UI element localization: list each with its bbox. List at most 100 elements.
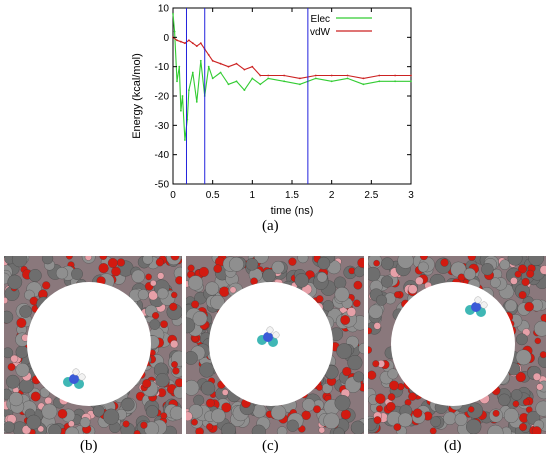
data-point-elec xyxy=(235,80,238,83)
wall-atom xyxy=(368,370,377,380)
legend: Elec vdW xyxy=(310,14,372,38)
data-point-elec xyxy=(267,77,270,80)
pore-channel xyxy=(27,282,151,406)
wall-atom xyxy=(4,421,15,433)
wall-atom xyxy=(4,297,8,304)
data-point-elec xyxy=(181,95,184,97)
wall-atom xyxy=(467,256,476,261)
data-point-elec xyxy=(180,109,182,112)
wall-atom xyxy=(522,398,530,406)
wall-atom xyxy=(318,426,326,434)
wall-atom xyxy=(145,405,159,418)
wall-atom xyxy=(380,275,394,288)
wall-atom xyxy=(170,340,179,349)
wall-atom xyxy=(160,320,168,329)
wall-atom xyxy=(66,256,73,260)
caption-b: (b) xyxy=(80,438,98,454)
wall-atom xyxy=(68,420,75,428)
wall-atom xyxy=(121,397,135,412)
wall-atom xyxy=(191,300,200,309)
wall-atom xyxy=(515,371,526,383)
data-point-elec xyxy=(251,77,254,80)
wall-atom xyxy=(64,426,80,434)
data-point-elec xyxy=(259,83,262,86)
wall-atom xyxy=(156,287,169,300)
wall-atom xyxy=(487,424,504,434)
wall-atom xyxy=(526,269,535,278)
wall-atom xyxy=(466,419,482,434)
wall-atom xyxy=(368,266,381,282)
wall-atom xyxy=(415,276,424,286)
data-point-elec xyxy=(314,77,317,80)
data-point-elec xyxy=(410,80,412,83)
wall-atom xyxy=(468,406,475,413)
wall-atom xyxy=(30,391,41,402)
wall-atom xyxy=(397,256,414,269)
wall-atom xyxy=(533,320,546,337)
wall-atom xyxy=(9,392,24,407)
wall-atom xyxy=(373,322,381,330)
guest-atom xyxy=(266,326,274,334)
wall-atom xyxy=(353,299,361,308)
wall-atom xyxy=(42,256,54,265)
wall-atom xyxy=(155,258,164,267)
data-point-vdw xyxy=(235,62,238,65)
wall-atom xyxy=(4,310,14,324)
wall-atom xyxy=(186,317,196,334)
data-point-elec xyxy=(227,83,230,86)
data-point-elec xyxy=(394,80,396,83)
wall-atom xyxy=(169,302,178,311)
guest-atom xyxy=(480,301,488,309)
guest-atom xyxy=(69,374,79,384)
snapshot-image-d xyxy=(368,256,546,434)
wall-atom xyxy=(387,368,399,380)
data-point-elec xyxy=(195,101,198,103)
wall-atom xyxy=(454,413,468,426)
wall-atom xyxy=(340,409,351,420)
wall-atom xyxy=(171,291,178,299)
wall-atom xyxy=(358,342,364,355)
wall-atom xyxy=(142,379,152,389)
wall-atom xyxy=(348,267,356,275)
data-point-vdw xyxy=(346,74,349,77)
wall-atom xyxy=(15,362,30,377)
wall-atom xyxy=(313,405,321,414)
wall-atom xyxy=(430,416,442,428)
wall-atom xyxy=(297,256,309,264)
data-point-vdw xyxy=(394,74,396,77)
wall-atom xyxy=(498,393,511,406)
series-layer xyxy=(172,13,412,141)
wall-atom xyxy=(144,421,160,434)
data-point-vdw xyxy=(207,54,210,56)
legend-label-elec: Elec xyxy=(311,14,330,25)
wall-atom xyxy=(334,394,351,411)
guest-atom xyxy=(471,302,481,312)
data-point-vdw xyxy=(283,74,285,77)
x-tick-label: 0 xyxy=(170,190,176,201)
wall-atom xyxy=(55,267,69,280)
x-tick-label: 2 xyxy=(329,190,335,201)
wall-atom xyxy=(504,299,518,313)
data-point-elec xyxy=(188,89,190,91)
wall-atom xyxy=(315,295,324,303)
data-point-vdw xyxy=(267,74,270,77)
data-point-elec xyxy=(176,80,178,83)
y-tick-label: 0 xyxy=(163,33,169,44)
y-tick-label: -40 xyxy=(155,150,170,161)
wall-atom xyxy=(340,315,351,325)
wall-atom xyxy=(116,258,126,267)
wall-atom xyxy=(288,257,297,266)
data-point-elec xyxy=(207,65,210,68)
wall-atom xyxy=(169,406,182,421)
wall-atom xyxy=(71,268,83,280)
guest-molecule xyxy=(465,296,488,317)
x-tick-label: 3 xyxy=(408,190,414,201)
wall-atom xyxy=(187,264,195,272)
pore-channel xyxy=(391,282,515,406)
wall-atom xyxy=(57,409,68,419)
marker-layer xyxy=(185,8,309,184)
wall-atom xyxy=(98,263,109,274)
wall-atom xyxy=(336,343,353,359)
wall-atom xyxy=(221,422,236,434)
wall-atom xyxy=(245,258,259,271)
